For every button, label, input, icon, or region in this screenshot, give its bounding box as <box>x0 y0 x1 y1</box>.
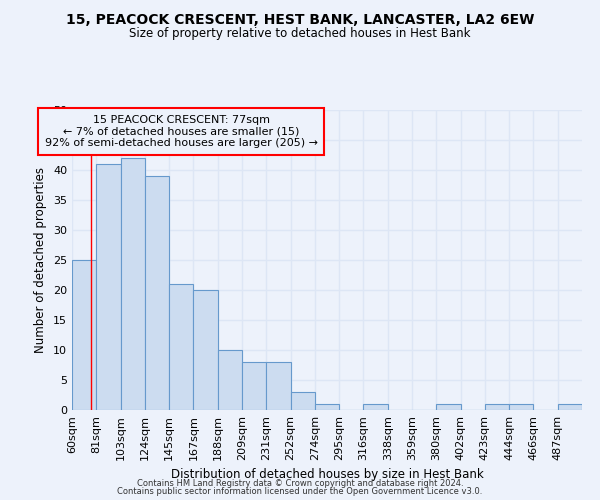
Bar <box>72 260 96 410</box>
Y-axis label: Number of detached properties: Number of detached properties <box>34 167 47 353</box>
Bar <box>509 404 533 410</box>
Bar <box>145 176 169 410</box>
Text: 15 PEACOCK CRESCENT: 77sqm
← 7% of detached houses are smaller (15)
92% of semi-: 15 PEACOCK CRESCENT: 77sqm ← 7% of detac… <box>45 115 318 148</box>
Bar <box>485 404 509 410</box>
Bar <box>121 158 145 410</box>
Bar <box>364 404 388 410</box>
Text: Contains HM Land Registry data © Crown copyright and database right 2024.: Contains HM Land Registry data © Crown c… <box>137 478 463 488</box>
X-axis label: Distribution of detached houses by size in Hest Bank: Distribution of detached houses by size … <box>170 468 484 481</box>
Bar <box>218 350 242 410</box>
Text: Size of property relative to detached houses in Hest Bank: Size of property relative to detached ho… <box>129 28 471 40</box>
Text: Contains public sector information licensed under the Open Government Licence v3: Contains public sector information licen… <box>118 487 482 496</box>
Bar <box>169 284 193 410</box>
Bar <box>242 362 266 410</box>
Bar <box>436 404 461 410</box>
Bar <box>315 404 339 410</box>
Bar <box>193 290 218 410</box>
Bar <box>96 164 121 410</box>
Bar <box>558 404 582 410</box>
Bar <box>290 392 315 410</box>
Text: 15, PEACOCK CRESCENT, HEST BANK, LANCASTER, LA2 6EW: 15, PEACOCK CRESCENT, HEST BANK, LANCAST… <box>66 12 534 26</box>
Bar <box>266 362 290 410</box>
